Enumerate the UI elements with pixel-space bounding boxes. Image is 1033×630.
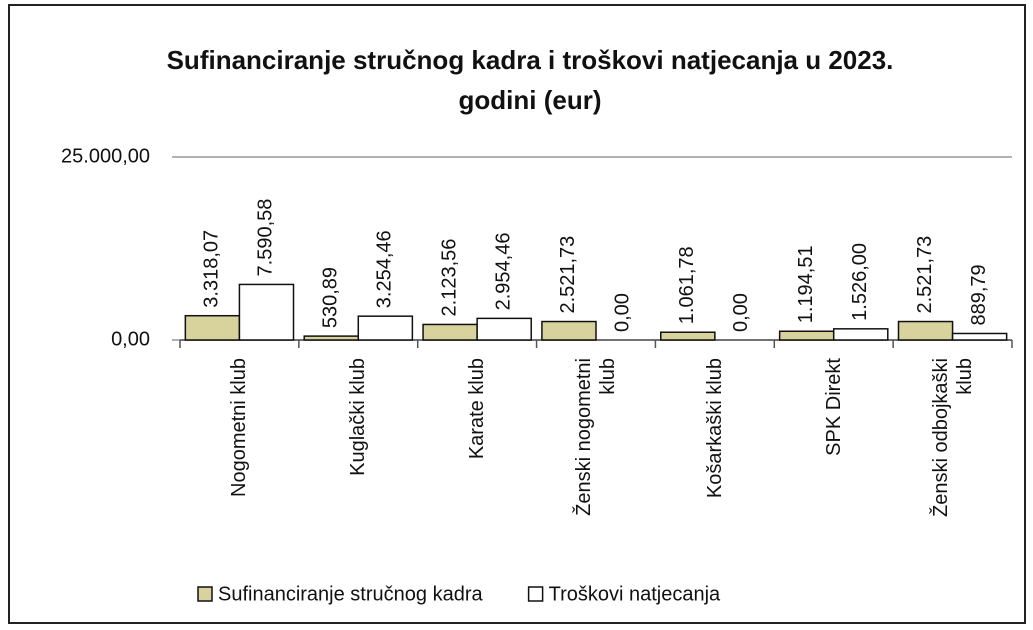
x-tick-label: SPK Direkt: [822, 358, 845, 456]
data-label: 2.123,56: [438, 239, 460, 317]
y-tick-label: 0,00: [111, 328, 150, 350]
data-label: 7.590,58: [255, 199, 277, 277]
data-label: 530,89: [320, 267, 342, 328]
y-tick-label: 25.000,00: [61, 145, 150, 167]
x-tick-label: Kuglački klub: [347, 358, 370, 476]
bar: [778, 330, 835, 341]
data-label: 1.526,00: [849, 243, 871, 321]
data-label: 2.521,73: [914, 236, 936, 314]
chart-title: Sufinanciranje stručnog kadra i troškovi…: [166, 45, 894, 115]
bar: [303, 335, 360, 341]
data-label: 3.318,07: [201, 230, 223, 308]
data-label: 1.194,51: [795, 245, 817, 323]
bar: [184, 314, 241, 341]
x-tick-label: Karate klub: [466, 358, 489, 460]
x-tick-label: Košarkaški klub: [703, 358, 726, 499]
bar: [238, 283, 295, 341]
data-label: 0,00: [730, 293, 752, 332]
bar: [660, 331, 716, 341]
bar: [476, 317, 532, 341]
data-label: 1.061,78: [676, 246, 698, 324]
x-tick-label: Nogometni klub: [228, 358, 251, 497]
data-label: 2.954,46: [492, 233, 514, 311]
data-label: 0,00: [611, 293, 633, 332]
data-label: 2.521,73: [557, 236, 579, 314]
legend-swatch: [197, 586, 213, 602]
legend-label: Troškovi natjecanja: [549, 583, 721, 605]
x-tick-label: Ženski nogometni klub: [573, 358, 619, 516]
bar: [951, 332, 1008, 341]
bar: [357, 315, 414, 341]
chart-frame: [8, 4, 1026, 624]
bar: [832, 328, 889, 341]
data-label: 3.254,46: [374, 230, 396, 308]
bar: [541, 320, 597, 341]
legend-label: Sufinanciranje stručnog kadra: [218, 583, 483, 605]
legend-swatch: [527, 586, 544, 602]
x-tick-label: Ženski odbojkaški klub: [929, 358, 976, 517]
bar: [422, 323, 478, 341]
bar: [897, 320, 954, 341]
data-label: 889,79: [968, 264, 990, 325]
